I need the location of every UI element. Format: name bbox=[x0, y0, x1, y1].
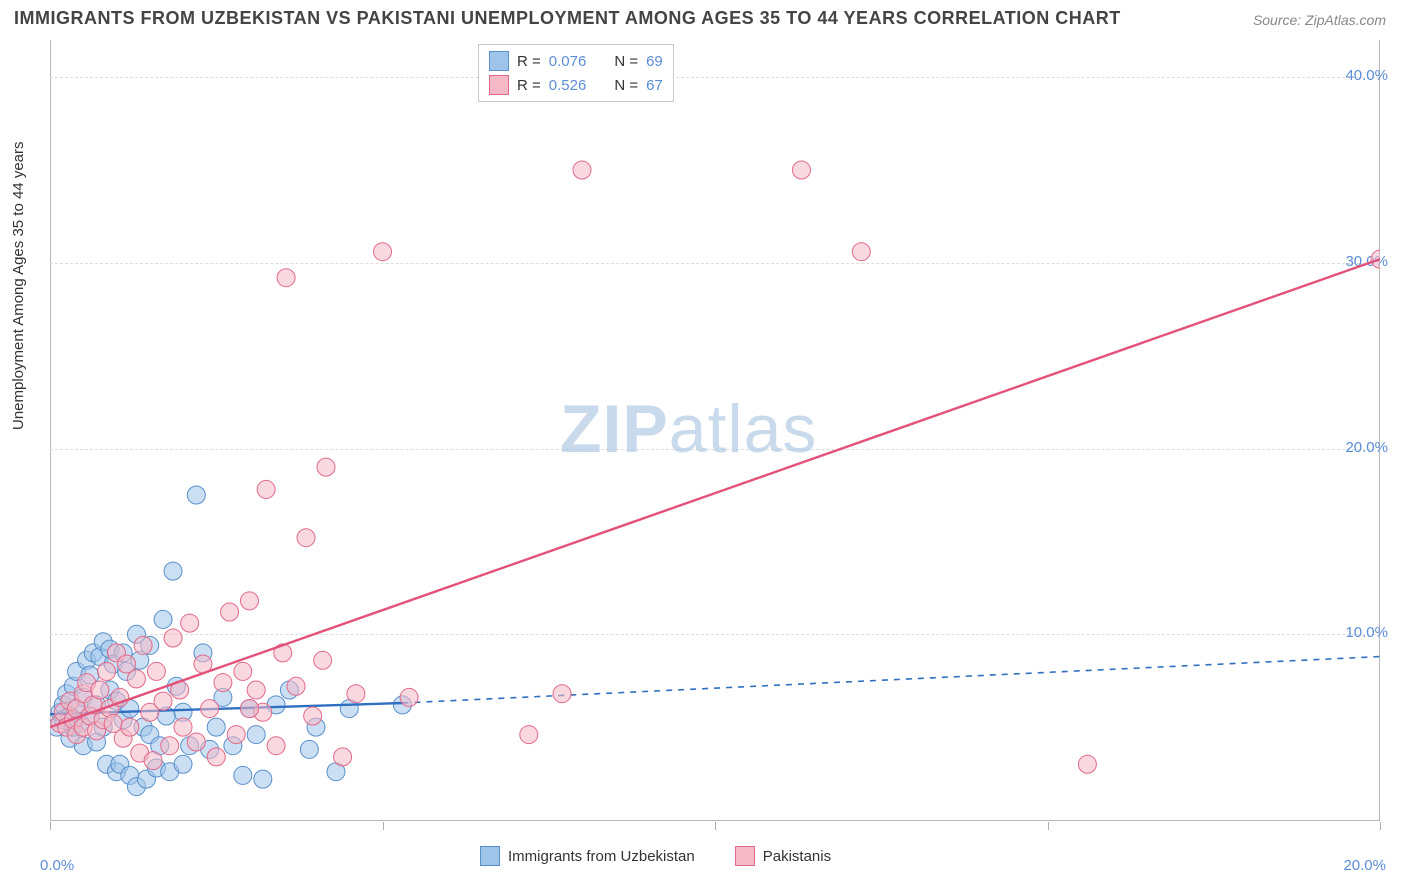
scatter-point-uzbekistan bbox=[207, 718, 225, 736]
scatter-point-pakistanis bbox=[317, 458, 335, 476]
series-legend-item: Immigrants from Uzbekistan bbox=[480, 846, 695, 866]
series-label: Pakistanis bbox=[763, 848, 831, 865]
scatter-point-pakistanis bbox=[347, 685, 365, 703]
scatter-point-uzbekistan bbox=[187, 486, 205, 504]
x-axis-line bbox=[50, 820, 1380, 821]
regression-line-pakistanis bbox=[50, 259, 1380, 727]
legend-swatch-uzbekistan bbox=[480, 846, 500, 866]
scatter-point-pakistanis bbox=[374, 243, 392, 261]
regression-extrapolation-uzbekistan bbox=[402, 657, 1380, 703]
n-label: N = bbox=[614, 53, 638, 70]
scatter-point-pakistanis bbox=[161, 737, 179, 755]
scatter-point-pakistanis bbox=[852, 243, 870, 261]
scatter-point-pakistanis bbox=[207, 748, 225, 766]
scatter-point-pakistanis bbox=[241, 700, 259, 718]
scatter-point-pakistanis bbox=[334, 748, 352, 766]
scatter-point-pakistanis bbox=[164, 629, 182, 647]
scatter-point-pakistanis bbox=[277, 269, 295, 287]
series-legend: Immigrants from Uzbekistan Pakistanis bbox=[480, 846, 831, 866]
scatter-point-pakistanis bbox=[792, 161, 810, 179]
correlation-legend: R = 0.076 N = 69 R = 0.526 N = 67 bbox=[478, 44, 674, 102]
r-label: R = bbox=[517, 77, 541, 94]
scatter-point-pakistanis bbox=[267, 737, 285, 755]
scatter-point-pakistanis bbox=[181, 614, 199, 632]
x-tick-mark bbox=[383, 822, 384, 830]
correlation-legend-row: R = 0.076 N = 69 bbox=[489, 49, 663, 73]
chart-title: IMMIGRANTS FROM UZBEKISTAN VS PAKISTANI … bbox=[14, 8, 1121, 29]
scatter-point-pakistanis bbox=[314, 651, 332, 669]
scatter-point-pakistanis bbox=[241, 592, 259, 610]
series-legend-item: Pakistanis bbox=[735, 846, 831, 866]
scatter-point-uzbekistan bbox=[247, 726, 265, 744]
scatter-point-pakistanis bbox=[214, 674, 232, 692]
scatter-point-pakistanis bbox=[304, 707, 322, 725]
legend-swatch-pakistanis bbox=[489, 75, 509, 95]
scatter-point-pakistanis bbox=[297, 529, 315, 547]
scatter-point-pakistanis bbox=[147, 662, 165, 680]
r-value: 0.076 bbox=[549, 53, 587, 70]
scatter-point-pakistanis bbox=[287, 677, 305, 695]
scatter-plot bbox=[50, 40, 1380, 820]
scatter-point-pakistanis bbox=[154, 692, 172, 710]
correlation-legend-row: R = 0.526 N = 67 bbox=[489, 73, 663, 97]
x-tick-mark bbox=[1048, 822, 1049, 830]
n-value: 67 bbox=[646, 77, 663, 94]
scatter-point-pakistanis bbox=[98, 662, 116, 680]
r-value: 0.526 bbox=[549, 77, 587, 94]
scatter-point-pakistanis bbox=[144, 752, 162, 770]
source-attribution: Source: ZipAtlas.com bbox=[1253, 12, 1386, 28]
x-tick-mark bbox=[50, 822, 51, 830]
x-tick-mark bbox=[1380, 822, 1381, 830]
x-tick-label-min: 0.0% bbox=[40, 857, 74, 874]
x-tick-mark bbox=[715, 822, 716, 830]
scatter-point-pakistanis bbox=[221, 603, 239, 621]
scatter-point-uzbekistan bbox=[254, 770, 272, 788]
n-label: N = bbox=[614, 77, 638, 94]
scatter-point-pakistanis bbox=[1078, 755, 1096, 773]
n-value: 69 bbox=[646, 53, 663, 70]
scatter-point-pakistanis bbox=[553, 685, 571, 703]
scatter-point-pakistanis bbox=[187, 733, 205, 751]
scatter-point-pakistanis bbox=[573, 161, 591, 179]
scatter-point-pakistanis bbox=[127, 670, 145, 688]
y-axis-label: Unemployment Among Ages 35 to 44 years bbox=[10, 141, 27, 430]
legend-swatch-uzbekistan bbox=[489, 51, 509, 71]
scatter-point-pakistanis bbox=[227, 726, 245, 744]
scatter-point-pakistanis bbox=[201, 700, 219, 718]
legend-swatch-pakistanis bbox=[735, 846, 755, 866]
x-tick-label-max: 20.0% bbox=[1343, 857, 1386, 874]
scatter-point-pakistanis bbox=[91, 681, 109, 699]
scatter-point-pakistanis bbox=[257, 480, 275, 498]
series-label: Immigrants from Uzbekistan bbox=[508, 848, 695, 865]
r-label: R = bbox=[517, 53, 541, 70]
scatter-point-uzbekistan bbox=[234, 766, 252, 784]
scatter-point-pakistanis bbox=[400, 688, 418, 706]
scatter-point-pakistanis bbox=[174, 718, 192, 736]
scatter-point-uzbekistan bbox=[154, 610, 172, 628]
scatter-point-pakistanis bbox=[234, 662, 252, 680]
scatter-point-uzbekistan bbox=[174, 755, 192, 773]
scatter-point-pakistanis bbox=[134, 636, 152, 654]
scatter-point-pakistanis bbox=[121, 718, 139, 736]
scatter-point-uzbekistan bbox=[164, 562, 182, 580]
scatter-point-pakistanis bbox=[520, 726, 538, 744]
scatter-point-uzbekistan bbox=[300, 740, 318, 758]
scatter-point-pakistanis bbox=[247, 681, 265, 699]
